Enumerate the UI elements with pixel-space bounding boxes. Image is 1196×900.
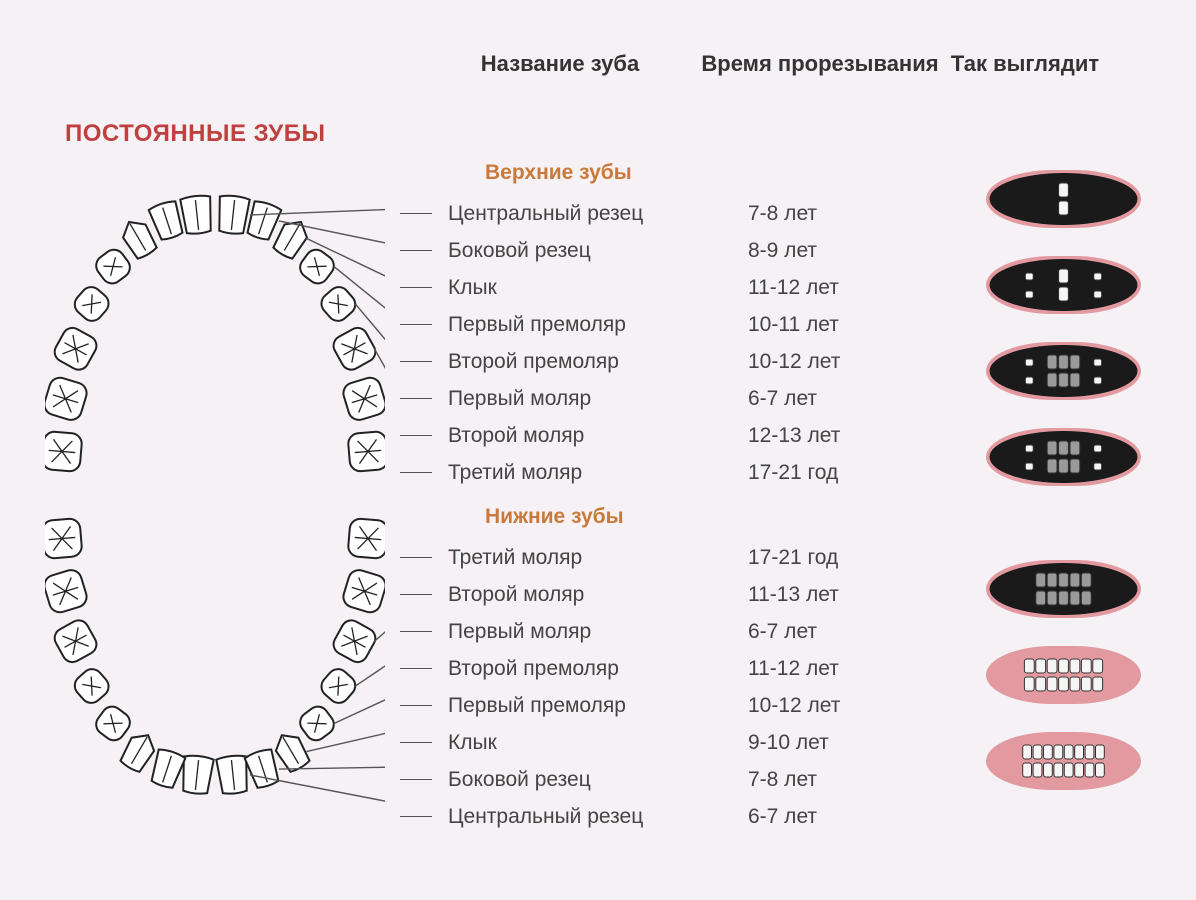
upper-row: Первый премоляр10-11 лет [400, 306, 960, 343]
eruption-time: 17-21 год [728, 461, 908, 485]
tooth-name: Второй моляр [448, 583, 728, 607]
page-root: Название зуба Время прорезывания Так выг… [0, 0, 1196, 900]
upper-row: Третий моляр17-21 год [400, 454, 960, 491]
header-looks: Так выглядит [940, 50, 1110, 78]
eruption-time: 8-9 лет [728, 239, 908, 263]
leader-dash [400, 668, 432, 669]
lower-row: Первый премоляр10-12 лет [400, 687, 960, 724]
leader-dash [400, 472, 432, 473]
eruption-time: 11-12 лет [728, 657, 908, 681]
eruption-time: 11-12 лет [728, 276, 908, 300]
leader-dash [400, 594, 432, 595]
mouth-icons-column [986, 170, 1146, 790]
eruption-time: 10-12 лет [728, 694, 908, 718]
upper-row: Клык11-12 лет [400, 269, 960, 306]
eruption-time: 11-13 лет [728, 583, 908, 607]
lower-row: Второй моляр11-13 лет [400, 576, 960, 613]
tooth-name: Первый премоляр [448, 694, 728, 718]
tooth-name: Первый премоляр [448, 313, 728, 337]
leader-dash [400, 213, 432, 214]
mouth-stage-icon [986, 646, 1141, 704]
upper-row: Второй моляр12-13 лет [400, 417, 960, 454]
dental-arch-diagram [45, 165, 385, 805]
mouth-stage-icon [986, 732, 1141, 790]
lower-section-title: Нижние зубы [400, 505, 960, 529]
eruption-time: 6-7 лет [728, 805, 908, 829]
eruption-time: 9-10 лет [728, 731, 908, 755]
tooth-name: Второй моляр [448, 424, 728, 448]
mouth-stage-icon [986, 170, 1141, 228]
leader-dash [400, 398, 432, 399]
mouth-stage-icon [986, 560, 1141, 618]
tooth-name: Первый моляр [448, 387, 728, 411]
teeth-table: Верхние зубы Центральный резец7-8 летБок… [400, 155, 960, 835]
eruption-time: 10-11 лет [728, 313, 908, 337]
upper-row: Боковой резец8-9 лет [400, 232, 960, 269]
mouth-stage-icon [986, 342, 1141, 400]
eruption-time: 7-8 лет [728, 768, 908, 792]
arch-svg [45, 165, 385, 805]
leader-dash [400, 705, 432, 706]
lower-row: Боковой резец7-8 лет [400, 761, 960, 798]
lower-row: Второй премоляр11-12 лет [400, 650, 960, 687]
tooth-name: Центральный резец [448, 805, 728, 829]
header-name: Название зуба [420, 50, 700, 78]
tooth-name: Первый моляр [448, 620, 728, 644]
tooth-name: Клык [448, 731, 728, 755]
tooth-name: Центральный резец [448, 202, 728, 226]
upper-row: Первый моляр6-7 лет [400, 380, 960, 417]
main-title: ПОСТОЯННЫЕ ЗУБЫ [65, 120, 325, 148]
eruption-time: 6-7 лет [728, 620, 908, 644]
leader-dash [400, 324, 432, 325]
eruption-time: 7-8 лет [728, 202, 908, 226]
tooth-name: Боковой резец [448, 768, 728, 792]
tooth-name: Клык [448, 276, 728, 300]
column-headers: Название зуба Время прорезывания Так выг… [420, 50, 1156, 78]
mouth-stage-icon [986, 256, 1141, 314]
tooth-name: Боковой резец [448, 239, 728, 263]
leader-dash [400, 287, 432, 288]
leader-dash [400, 250, 432, 251]
upper-row: Второй премоляр10-12 лет [400, 343, 960, 380]
eruption-time: 10-12 лет [728, 350, 908, 374]
upper-row: Центральный резец7-8 лет [400, 195, 960, 232]
leader-dash [400, 631, 432, 632]
leader-dash [400, 742, 432, 743]
leader-dash [400, 779, 432, 780]
lower-row: Третий моляр17-21 год [400, 539, 960, 576]
tooth-name: Второй премоляр [448, 350, 728, 374]
tooth-name: Третий моляр [448, 461, 728, 485]
tooth-name: Третий моляр [448, 546, 728, 570]
eruption-time: 17-21 год [728, 546, 908, 570]
eruption-time: 6-7 лет [728, 387, 908, 411]
lower-row: Первый моляр6-7 лет [400, 613, 960, 650]
tooth-name: Второй премоляр [448, 657, 728, 681]
leader-dash [400, 361, 432, 362]
leader-dash [400, 435, 432, 436]
lower-row: Центральный резец6-7 лет [400, 798, 960, 835]
leader-dash [400, 816, 432, 817]
upper-section-title: Верхние зубы [400, 161, 960, 185]
header-time: Время прорезывания [700, 50, 940, 78]
lower-row: Клык9-10 лет [400, 724, 960, 761]
mouth-stage-icon [986, 428, 1141, 486]
leader-dash [400, 557, 432, 558]
eruption-time: 12-13 лет [728, 424, 908, 448]
